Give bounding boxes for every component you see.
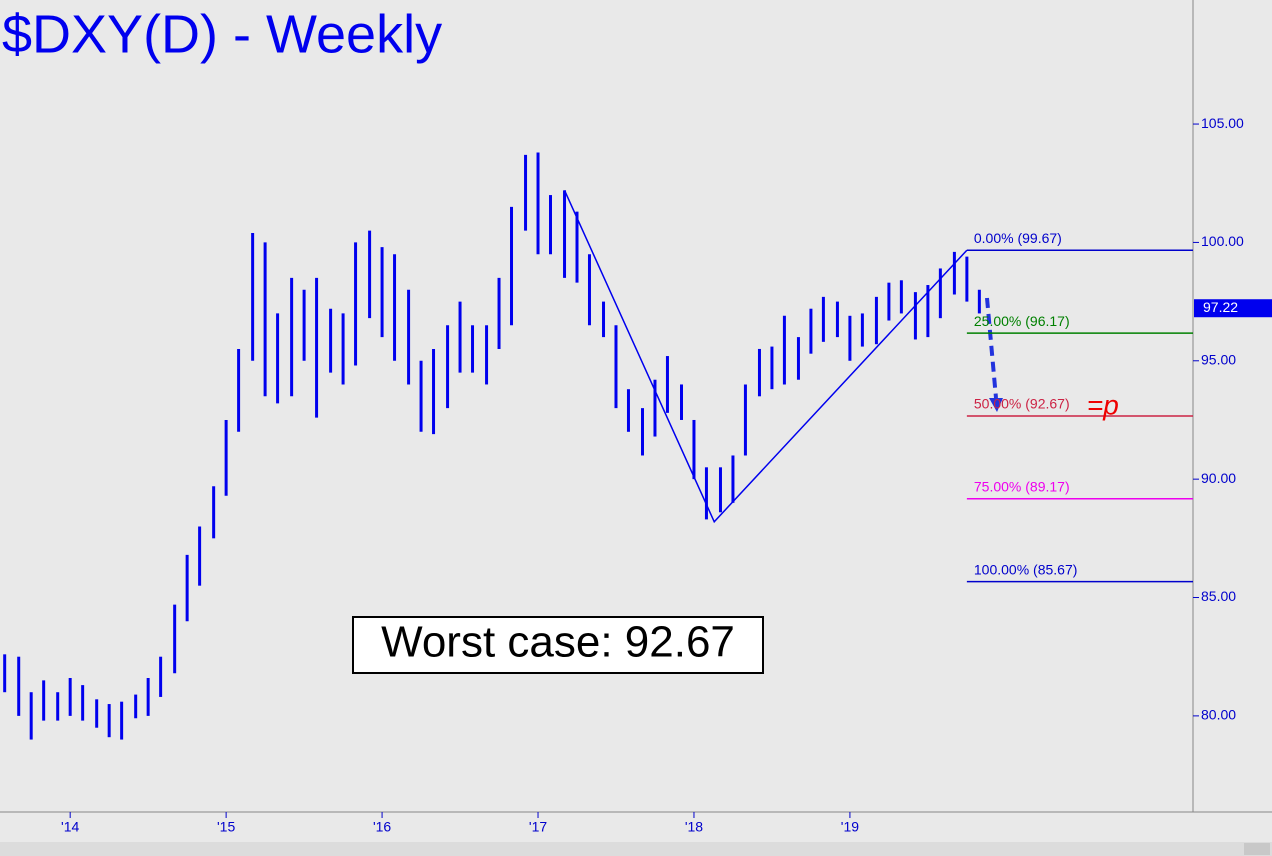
y-tick-label: 80.00	[1201, 707, 1236, 723]
fib-label: 25.00% (96.17)	[974, 313, 1070, 329]
chart-title: $DXY(D) - Weekly	[2, 4, 442, 64]
target-marker: =p	[1087, 389, 1119, 420]
fib-label: 100.00% (85.67)	[974, 561, 1078, 577]
fib-label: 50.00% (92.67)	[974, 396, 1070, 412]
x-tick-label: '18	[685, 819, 703, 835]
projection-arrowhead	[989, 398, 1003, 412]
last-price-box	[1194, 299, 1272, 318]
fib-label: 0.00% (99.67)	[974, 230, 1062, 246]
x-tick-label: '17	[529, 819, 547, 835]
swing-line	[563, 190, 968, 524]
scrollbar[interactable]	[0, 842, 1272, 856]
y-tick-label: 90.00	[1201, 470, 1236, 486]
scrollbar-thumb[interactable]	[1244, 843, 1270, 855]
projection-arrow	[985, 297, 998, 399]
fib-label: 75.00% (89.17)	[974, 479, 1070, 495]
y-tick-label: 105.00	[1201, 115, 1244, 131]
y-tick-label: 95.00	[1201, 351, 1236, 367]
y-tick-label: 100.00	[1201, 233, 1244, 249]
y-tick-label: 85.00	[1201, 588, 1236, 604]
last-price-label: 97.22	[1203, 299, 1238, 315]
annotation: Worst case: 92.67	[381, 618, 735, 667]
x-tick-label: '15	[217, 819, 235, 835]
x-tick-label: '14	[61, 819, 79, 835]
x-tick-label: '19	[841, 819, 859, 835]
annotation-box	[352, 616, 764, 674]
x-tick-label: '16	[373, 819, 391, 835]
